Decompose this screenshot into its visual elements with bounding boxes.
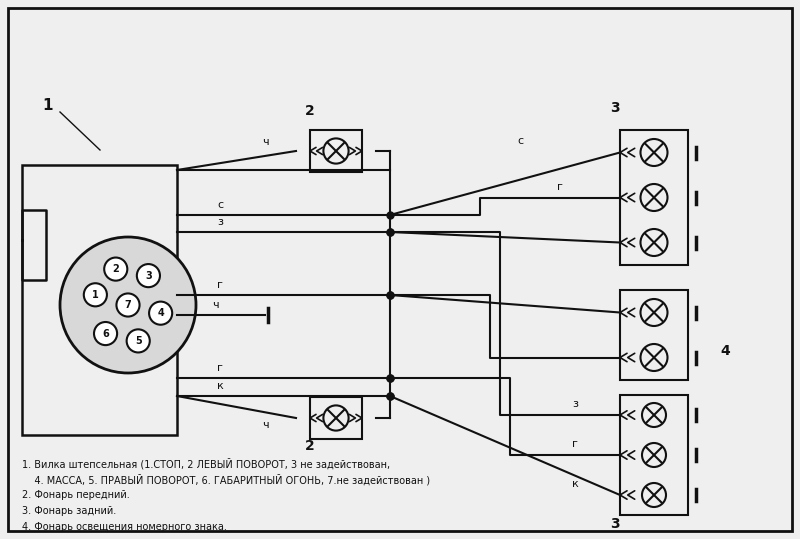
Text: 6: 6 [102, 329, 109, 338]
Bar [310, 130, 362, 172]
Text: 1: 1 [42, 98, 54, 113]
Text: к: к [217, 381, 223, 391]
Text: с: с [217, 200, 223, 210]
Text: 4: 4 [158, 308, 164, 318]
Circle shape [104, 258, 127, 281]
Text: 2. Фонарь передний.: 2. Фонарь передний. [22, 490, 130, 500]
Bar [310, 397, 362, 439]
Text: 2: 2 [305, 439, 315, 453]
Text: 3: 3 [145, 271, 152, 281]
Bar [620, 290, 688, 380]
Text: 1: 1 [92, 290, 98, 300]
Text: ч: ч [262, 420, 268, 430]
Text: ч: ч [212, 300, 218, 310]
Bar [620, 130, 688, 265]
Text: з: з [217, 217, 223, 227]
Bar [620, 395, 688, 515]
Text: 4. Фонарь освещения номерного знака.: 4. Фонарь освещения номерного знака. [22, 522, 227, 532]
Text: 7: 7 [125, 300, 131, 310]
Text: 1. Вилка штепсельная (1.СТОП, 2 ЛЕВЫЙ ПОВОРОТ, 3 не задействован,: 1. Вилка штепсельная (1.СТОП, 2 ЛЕВЫЙ ПО… [22, 458, 390, 469]
Text: г: г [572, 439, 578, 449]
Text: 3: 3 [610, 101, 620, 115]
Text: з: з [572, 399, 578, 409]
Text: к: к [572, 479, 578, 489]
Circle shape [117, 293, 139, 316]
Circle shape [60, 237, 196, 373]
Circle shape [149, 302, 172, 324]
Text: г: г [557, 182, 563, 191]
Text: 4. МАССА, 5. ПРАВЫЙ ПОВОРОТ, 6. ГАБАРИТНЫЙ ОГОНЬ, 7.не задействован ): 4. МАССА, 5. ПРАВЫЙ ПОВОРОТ, 6. ГАБАРИТН… [22, 474, 430, 486]
Circle shape [84, 283, 107, 306]
Text: ч: ч [262, 137, 268, 147]
Circle shape [94, 322, 117, 345]
Bar [22, 165, 177, 435]
Circle shape [126, 329, 150, 353]
Text: 2: 2 [305, 104, 315, 118]
Text: 2: 2 [112, 264, 119, 274]
Text: 4: 4 [720, 344, 730, 358]
Text: г: г [217, 363, 223, 373]
Text: 5: 5 [135, 336, 142, 346]
Text: 3: 3 [610, 517, 620, 531]
Text: 3. Фонарь задний.: 3. Фонарь задний. [22, 506, 116, 516]
Circle shape [137, 264, 160, 287]
Text: г: г [217, 280, 223, 290]
Text: с: с [517, 136, 523, 147]
